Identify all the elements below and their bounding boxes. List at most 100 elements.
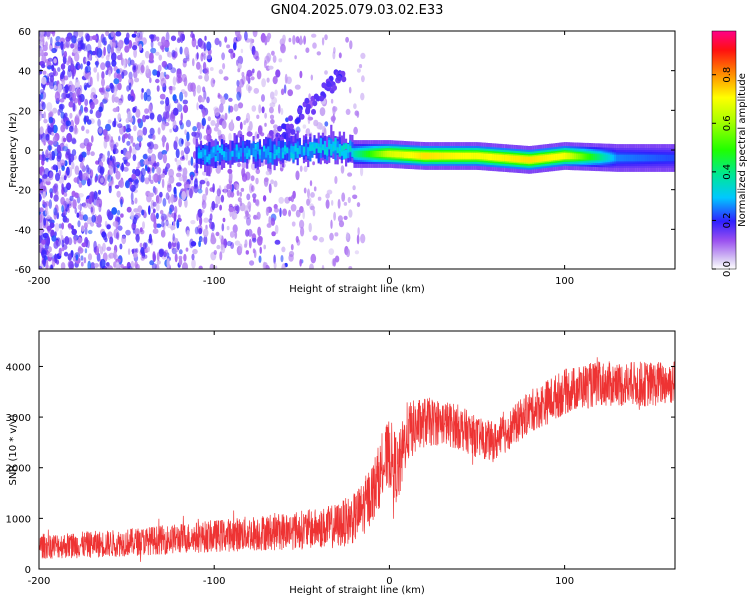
spectrogram-speckle — [81, 125, 85, 132]
spectrogram-speckle — [264, 177, 269, 183]
spectrogram-ridge-cell — [544, 155, 547, 162]
spectrogram-speckle — [268, 65, 274, 70]
spectrogram-speckle — [269, 114, 275, 120]
spectrogram-ridge-cell — [668, 155, 671, 161]
spectrogram-speckle — [108, 185, 112, 194]
spectrogram-speckle — [216, 244, 221, 250]
spectrogram-speckle — [319, 107, 326, 117]
spectrogram-speckle — [252, 237, 257, 243]
spectrogram-speckle — [324, 70, 328, 75]
spectrogram-ridge-cell — [231, 140, 234, 157]
spectrogram-speckle — [116, 164, 120, 169]
spectrogram-speckle — [270, 91, 275, 100]
spectrogram-speckle — [247, 86, 253, 91]
spectrogram-speckle — [85, 129, 90, 134]
spectrogram-y-ticks: -60 -40 -20 0 20 40 60 — [15, 27, 675, 276]
spectrogram-speckle — [67, 133, 72, 141]
spectrogram-speckle — [156, 161, 160, 167]
spectrogram-ridge-cell — [649, 155, 652, 161]
spectrogram-speckle — [248, 238, 252, 249]
spectrogram-speckle — [278, 58, 283, 63]
spectrogram-ridge-cell — [622, 155, 625, 161]
spectrogram-speckle — [182, 104, 189, 114]
spectrogram-speckle — [90, 92, 96, 101]
spectrogram-ridge-cell — [473, 153, 476, 159]
spectrogram-speckle — [239, 200, 243, 207]
spectrogram-speckle — [210, 120, 216, 126]
spectrogram-speckle — [299, 206, 304, 213]
spectrogram-ridge-cell — [405, 152, 409, 158]
spectrogram-speckle — [41, 76, 47, 85]
spectrogram-speckle — [77, 220, 81, 228]
y-tick-label: 0 — [25, 146, 31, 157]
spectrogram-speckle — [73, 31, 79, 39]
spectrogram-speckle — [170, 35, 177, 42]
spectrogram-speckle — [132, 142, 136, 147]
spectrogram-speckle — [148, 173, 152, 182]
y-tick-label: 60 — [18, 27, 31, 38]
spectrogram-speckle — [257, 236, 263, 246]
spectrogram-ridge-cell — [334, 137, 337, 144]
spectrogram-speckle — [134, 143, 141, 151]
spectrogram-speckle — [321, 37, 325, 46]
spectrogram-speckle — [70, 63, 75, 72]
spectrogram-speckle — [280, 88, 285, 96]
spectrogram-ridge-cell — [422, 152, 425, 159]
spectrogram-ridge-cell — [441, 153, 444, 159]
spectrogram-speckle — [65, 93, 71, 99]
spectrogram-speckle — [87, 253, 93, 261]
spectrogram-speckle — [54, 91, 61, 102]
spectrogram-speckle — [61, 183, 64, 190]
spectrogram-speckle — [165, 96, 170, 107]
spectrogram-ridge-cell — [195, 147, 198, 163]
spectrogram-speckle — [140, 255, 145, 261]
spectrogram-speckle — [179, 46, 183, 55]
spectrogram-ridge-cell — [197, 148, 200, 157]
spectrogram-speckle — [177, 102, 181, 111]
spectrogram-speckle — [164, 249, 168, 255]
spectrogram-speckle — [162, 153, 167, 164]
spectrogram-speckle — [209, 67, 214, 71]
spectrogram-speckle — [160, 229, 166, 238]
spectrogram-speckle — [77, 193, 84, 198]
spectrogram-ridge-cell — [206, 156, 209, 163]
spectrogram-ridge-cell — [372, 151, 375, 157]
spectrogram-speckle — [176, 219, 180, 229]
spectrogram-speckle — [266, 77, 270, 83]
spectrogram-ridge-cell — [336, 141, 339, 154]
spectrogram-speckle — [312, 161, 315, 166]
spectrogram-speckle — [120, 264, 124, 268]
spectrogram-ridge-cell — [338, 144, 341, 153]
spectrogram-ridge-cell — [345, 143, 348, 149]
spectrogram-speckle — [102, 242, 106, 252]
spectrogram-speckle — [45, 41, 48, 49]
spectrogram-speckle — [133, 48, 138, 59]
spectrogram-speckle — [237, 68, 241, 73]
spectrogram-speckle — [98, 189, 101, 195]
spectrogram-speckle — [65, 39, 70, 48]
spectrogram-speckle — [156, 260, 161, 265]
spectrogram-speckle — [107, 150, 110, 158]
spectrogram-speckle — [132, 252, 138, 258]
spectrogram-speckle — [180, 112, 183, 122]
spectrogram-speckle — [348, 266, 353, 269]
spectrogram-speckle — [310, 192, 315, 198]
spectrogram-ridge-cell — [553, 154, 556, 161]
spectrogram-speckle — [82, 172, 89, 181]
x-tick-label: -200 — [28, 276, 51, 287]
spectrogram-speckle — [213, 126, 219, 132]
spectrogram-ridge-cell — [588, 153, 591, 160]
spectrogram-ridge-cell — [250, 143, 253, 156]
spectrogram-speckle — [185, 152, 189, 161]
spectrogram-speckle — [144, 177, 150, 185]
spectrogram-speckle — [111, 207, 118, 215]
spectrogram-speckle — [243, 120, 246, 126]
spectrogram-speckle — [90, 151, 95, 157]
spectrogram-ridge-cell — [351, 148, 354, 157]
spectrogram-speckle — [294, 84, 301, 90]
spectrogram-speckle — [152, 253, 156, 262]
spectrogram-speckle — [308, 222, 312, 233]
spectrogram-speckle — [166, 258, 170, 269]
spectrogram-speckle — [119, 179, 124, 188]
spectrogram-speckle — [94, 263, 99, 268]
